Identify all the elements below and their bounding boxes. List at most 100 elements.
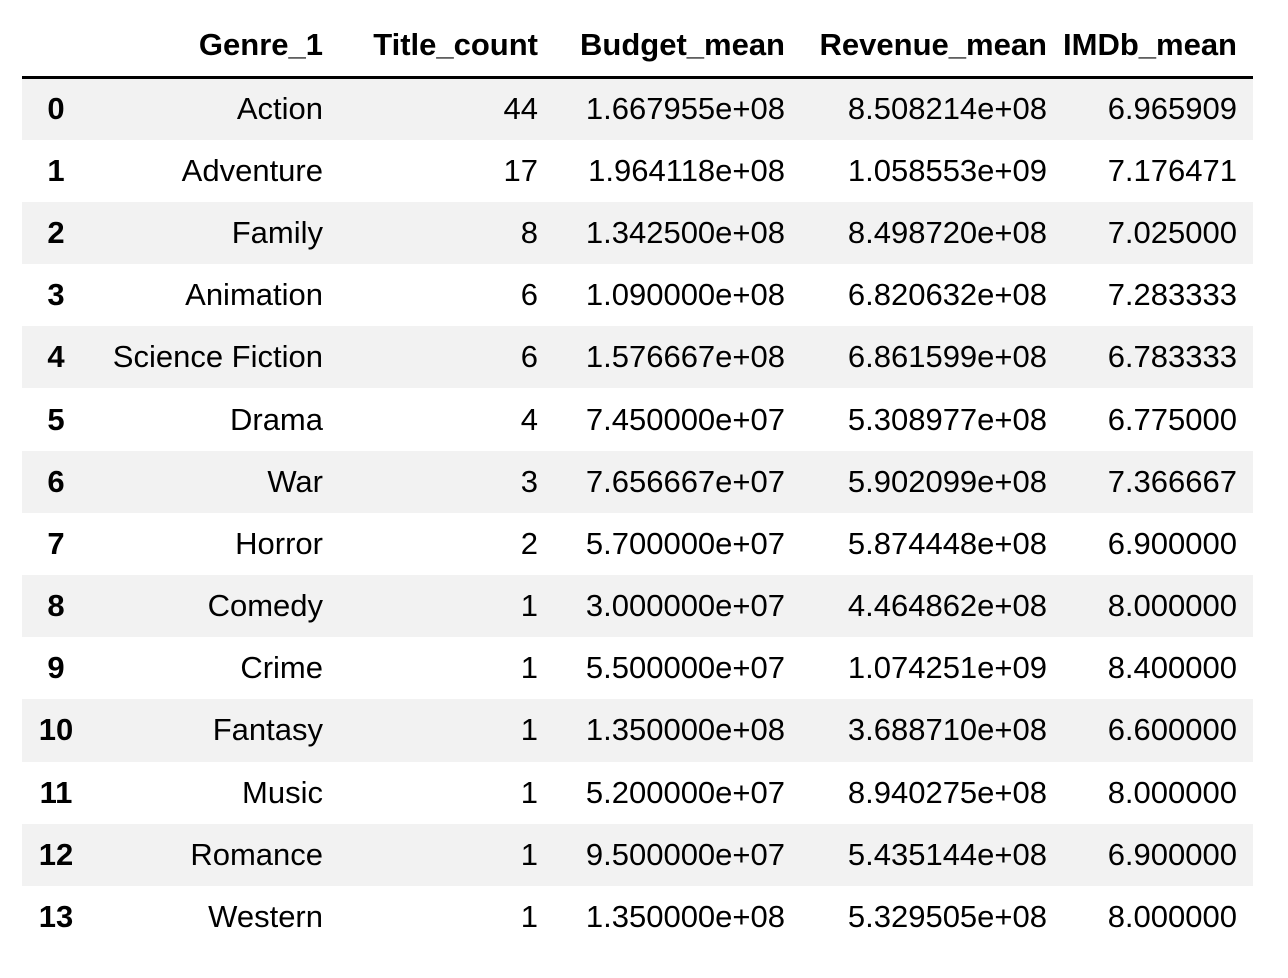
row-index: 12	[38, 836, 74, 872]
table-row: 2 Family 8 1.342500e+08 8.498720e+08 7.0…	[22, 201, 1253, 265]
cell-imdb-mean: 8.000000	[1107, 774, 1237, 810]
table-row: 10 Fantasy 1 1.350000e+08 3.688710e+08 6…	[22, 699, 1253, 762]
cell-budget-mean: 9.500000e+07	[585, 836, 785, 872]
cell-budget-mean: 7.450000e+07	[585, 401, 785, 437]
cell-title-count: 1	[520, 774, 538, 810]
row-index: 6	[47, 463, 65, 499]
cell-revenue-mean: 6.820632e+08	[847, 277, 1047, 313]
cell-budget-mean: 7.656667e+07	[585, 463, 785, 499]
cell-genre: Music	[242, 774, 323, 810]
cell-imdb-mean: 7.283333	[1107, 277, 1237, 313]
cell-genre: Animation	[185, 277, 323, 313]
cell-imdb-mean: 7.176471	[1107, 152, 1237, 188]
header-revenue-mean: Revenue_mean	[801, 14, 1063, 79]
dataframe-table: Genre_1 Title_count Budget_mean Revenue_…	[22, 14, 1253, 949]
cell-imdb-mean: 6.783333	[1107, 339, 1237, 375]
cell-genre: War	[267, 463, 323, 499]
cell-revenue-mean: 5.308977e+08	[847, 401, 1047, 437]
cell-title-count: 44	[503, 91, 538, 127]
cell-genre: Science Fiction	[112, 339, 323, 375]
cell-imdb-mean: 7.025000	[1107, 214, 1237, 250]
cell-title-count: 1	[520, 712, 538, 748]
cell-budget-mean: 5.700000e+07	[585, 525, 785, 561]
row-index: 5	[47, 401, 65, 437]
table-row: 0 Action 44 1.667955e+08 8.508214e+08 6.…	[22, 77, 1253, 140]
cell-budget-mean: 1.964118e+08	[588, 152, 785, 188]
table-row: 8 Comedy 1 3.000000e+07 4.464862e+08 8.0…	[22, 575, 1253, 638]
cell-revenue-mean: 4.464862e+08	[847, 588, 1047, 624]
header-imdb-mean: IMDb_mean	[1063, 14, 1253, 79]
cell-genre: Adventure	[181, 152, 323, 188]
cell-title-count: 1	[520, 899, 538, 935]
table-row: 13 Western 1 1.350000e+08 5.329505e+08 8…	[22, 885, 1253, 949]
table-row: 12 Romance 1 9.500000e+07 5.435144e+08 6…	[22, 823, 1253, 886]
cell-title-count: 6	[520, 339, 538, 375]
table-row: 7 Horror 2 5.700000e+07 5.874448e+08 6.9…	[22, 512, 1253, 575]
cell-budget-mean: 5.500000e+07	[585, 650, 785, 686]
table-header: Genre_1 Title_count Budget_mean Revenue_…	[22, 14, 1253, 79]
row-index: 9	[47, 650, 65, 686]
cell-imdb-mean: 6.965909	[1107, 91, 1237, 127]
cell-genre: Comedy	[207, 588, 323, 624]
cell-imdb-mean: 6.900000	[1107, 836, 1237, 872]
header-row: Genre_1 Title_count Budget_mean Revenue_…	[22, 14, 1253, 79]
table-row: 1 Adventure 17 1.964118e+08 1.058553e+09…	[22, 139, 1253, 202]
row-index: 7	[47, 525, 65, 561]
table-row: 6 War 3 7.656667e+07 5.902099e+08 7.3666…	[22, 450, 1253, 513]
cell-revenue-mean: 3.688710e+08	[847, 712, 1047, 748]
row-index: 4	[47, 339, 65, 375]
cell-title-count: 1	[520, 836, 538, 872]
row-index: 1	[47, 152, 65, 188]
table-row: 11 Music 1 5.200000e+07 8.940275e+08 8.0…	[22, 761, 1253, 824]
cell-title-count: 4	[520, 401, 538, 437]
cell-budget-mean: 5.200000e+07	[585, 774, 785, 810]
cell-revenue-mean: 5.329505e+08	[847, 899, 1047, 935]
table-row: 3 Animation 6 1.090000e+08 6.820632e+08 …	[22, 264, 1253, 327]
row-index: 10	[38, 712, 74, 748]
table-row: 5 Drama 4 7.450000e+07 5.308977e+08 6.77…	[22, 388, 1253, 451]
header-title-count: Title_count	[339, 14, 554, 79]
cell-imdb-mean: 8.000000	[1107, 899, 1237, 935]
cell-imdb-mean: 7.366667	[1107, 463, 1237, 499]
cell-imdb-mean: 8.400000	[1107, 650, 1237, 686]
header-index	[22, 14, 90, 79]
cell-budget-mean: 3.000000e+07	[585, 588, 785, 624]
cell-revenue-mean: 8.508214e+08	[847, 91, 1047, 127]
cell-budget-mean: 1.667955e+08	[585, 91, 785, 127]
row-index: 2	[47, 214, 65, 250]
cell-title-count: 2	[520, 525, 538, 561]
cell-revenue-mean: 1.074251e+09	[847, 650, 1047, 686]
cell-budget-mean: 1.342500e+08	[585, 214, 785, 250]
cell-revenue-mean: 6.861599e+08	[847, 339, 1047, 375]
table-row: 9 Crime 1 5.500000e+07 1.074251e+09 8.40…	[22, 637, 1253, 700]
row-index: 11	[39, 774, 73, 810]
cell-title-count: 1	[520, 650, 538, 686]
cell-genre: Action	[236, 91, 323, 127]
header-budget-mean: Budget_mean	[554, 14, 801, 79]
cell-imdb-mean: 8.000000	[1107, 588, 1237, 624]
cell-budget-mean: 1.350000e+08	[585, 899, 785, 935]
cell-genre: Drama	[229, 401, 323, 437]
cell-imdb-mean: 6.775000	[1107, 401, 1237, 437]
cell-imdb-mean: 6.900000	[1107, 525, 1237, 561]
cell-title-count: 17	[503, 152, 538, 188]
cell-imdb-mean: 6.600000	[1107, 712, 1237, 748]
row-index: 13	[38, 899, 74, 935]
cell-genre: Family	[231, 214, 323, 250]
cell-title-count: 6	[520, 277, 538, 313]
table-row: 4 Science Fiction 6 1.576667e+08 6.86159…	[22, 326, 1253, 389]
cell-revenue-mean: 5.435144e+08	[847, 836, 1047, 872]
cell-title-count: 1	[520, 588, 538, 624]
cell-genre: Crime	[240, 650, 323, 686]
row-index: 3	[47, 277, 65, 313]
cell-genre: Horror	[235, 525, 323, 561]
cell-revenue-mean: 5.874448e+08	[847, 525, 1047, 561]
cell-budget-mean: 1.576667e+08	[585, 339, 785, 375]
table-body: 0 Action 44 1.667955e+08 8.508214e+08 6.…	[22, 77, 1253, 949]
cell-revenue-mean: 1.058553e+09	[847, 152, 1047, 188]
cell-title-count: 3	[520, 463, 538, 499]
cell-budget-mean: 1.350000e+08	[585, 712, 785, 748]
row-index: 0	[47, 91, 65, 127]
header-genre: Genre_1	[90, 14, 339, 79]
